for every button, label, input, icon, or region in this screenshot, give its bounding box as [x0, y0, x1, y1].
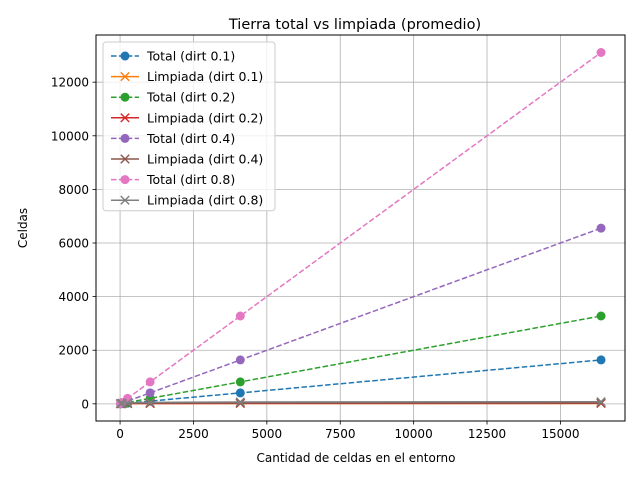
data-point — [596, 223, 606, 233]
series-line — [120, 227, 602, 405]
data-point — [596, 48, 606, 58]
data-point — [596, 311, 606, 321]
series-line — [120, 359, 602, 405]
data-point — [235, 397, 246, 407]
legend-label: Total (dirt 0.2) — [146, 90, 235, 105]
y-axis: 0 2000 4000 6000 8000 10000 12000 — [51, 76, 96, 411]
legend-label: Limpiada (dirt 0.8) — [147, 193, 263, 208]
y-tick-label: 8000 — [58, 183, 89, 197]
legend-marker — [120, 92, 130, 102]
legend-item: Limpiada (dirt 0.1) — [111, 69, 263, 84]
legend-marker — [120, 51, 130, 61]
x-tick-label: 7500 — [325, 427, 356, 441]
y-tick-label: 10000 — [51, 129, 89, 143]
legend-marker — [120, 195, 130, 205]
x-axis-label: Cantidad de celdas en el entorno — [257, 451, 456, 465]
legend-marker — [120, 113, 130, 123]
legend-item: Total (dirt 0.2) — [111, 90, 235, 105]
series-5 — [116, 223, 606, 409]
series-3 — [116, 311, 606, 409]
series-8 — [115, 397, 606, 409]
legend-marker — [120, 71, 130, 82]
legend-label: Limpiada (dirt 0.2) — [147, 110, 263, 125]
x-tick-label: 0 — [116, 427, 124, 441]
data-point — [145, 397, 155, 408]
legend-item: Total (dirt 0.4) — [111, 131, 235, 146]
series-line — [120, 402, 602, 405]
y-tick-label: 6000 — [58, 237, 89, 251]
data-point — [235, 355, 245, 365]
x-tick-label: 15000 — [541, 427, 579, 441]
legend-marker — [120, 154, 130, 164]
legend-item: Limpiada (dirt 0.4) — [111, 152, 263, 167]
data-point — [235, 311, 245, 321]
y-tick-label: 12000 — [51, 76, 89, 90]
data-point — [235, 398, 246, 408]
legend-label: Total (dirt 0.1) — [146, 49, 235, 64]
data-point — [596, 397, 606, 407]
y-axis-label: Celdas — [16, 208, 30, 248]
legend-label: Total (dirt 0.4) — [146, 131, 235, 146]
legend-box — [102, 41, 276, 212]
chart-title: Tierra total vs limpiada (promedio) — [228, 17, 481, 33]
data-point — [145, 377, 155, 387]
legend-label: Limpiada (dirt 0.1) — [147, 69, 263, 84]
legend-item: Total (dirt 0.8) — [111, 172, 235, 187]
legend-marker — [120, 133, 130, 143]
plot-frame — [95, 34, 626, 422]
x-tick-label: 12500 — [468, 427, 506, 441]
y-tick-label: 2000 — [58, 344, 89, 358]
legend-label: Total (dirt 0.8) — [146, 172, 235, 187]
data-point — [235, 388, 245, 398]
y-tick-label: 0 — [81, 397, 89, 411]
data-point — [122, 398, 133, 408]
x-axis: 0 2500 5000 7500 10000 12500 15000 — [116, 421, 580, 441]
x-tick-label: 2500 — [178, 427, 209, 441]
legend-label: Limpiada (dirt 0.4) — [147, 152, 263, 167]
x-tick-label: 10000 — [395, 427, 433, 441]
legend-item: Total (dirt 0.1) — [111, 49, 235, 64]
series-line — [120, 315, 602, 405]
x-tick-label: 5000 — [252, 427, 283, 441]
y-tick-label: 4000 — [58, 290, 89, 304]
legend-item: Limpiada (dirt 0.2) — [111, 110, 263, 125]
legend: Total (dirt 0.1) Limpiada (dirt 0.1) Total… — [102, 41, 276, 212]
series-1 — [116, 355, 606, 409]
series-lines — [115, 48, 606, 409]
data-point — [235, 377, 245, 387]
legend-item: Limpiada (dirt 0.8) — [111, 193, 263, 208]
legend-marker — [120, 175, 130, 185]
data-point — [145, 388, 155, 398]
series-6 — [115, 398, 606, 409]
data-point — [596, 398, 606, 408]
data-point — [596, 355, 606, 365]
